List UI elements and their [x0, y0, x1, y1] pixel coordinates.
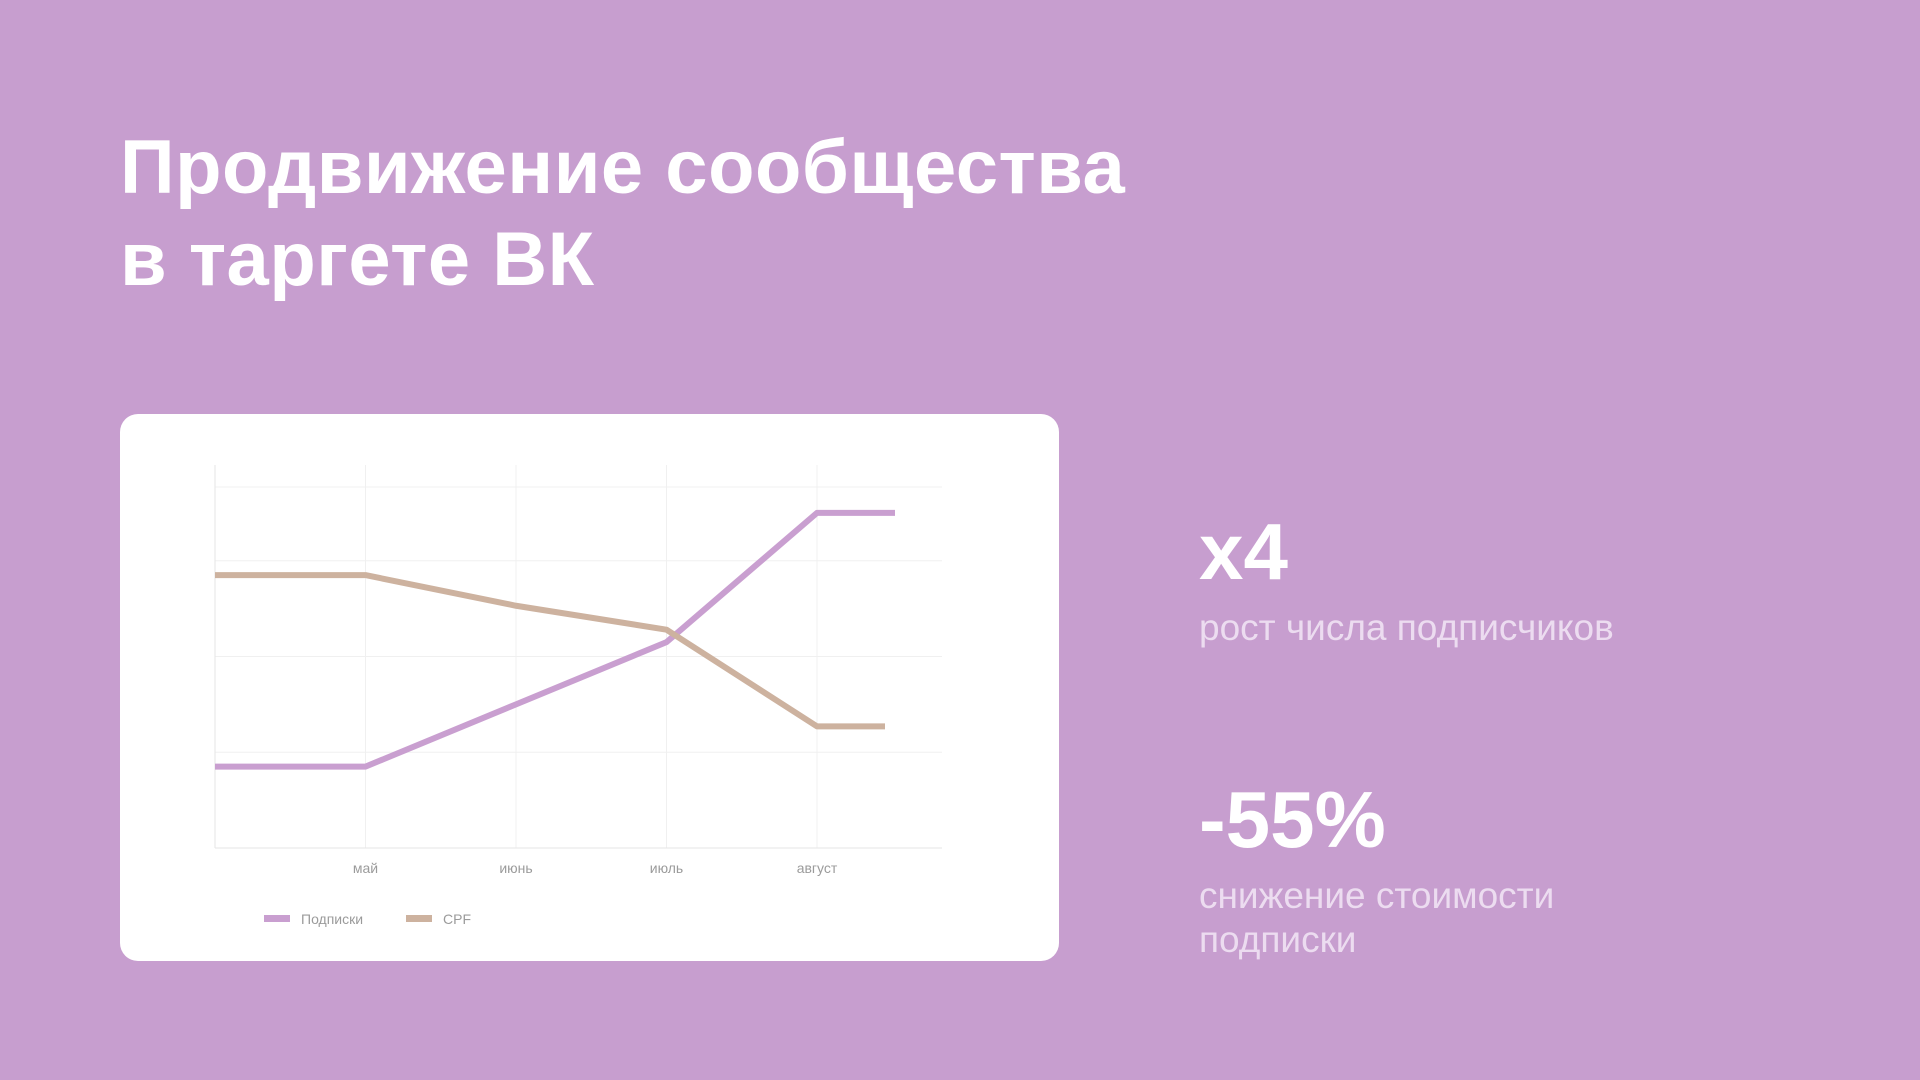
- stat-growth: x4 рост числа подписчиков: [1199, 510, 1619, 650]
- series-line-subscriptions: [215, 509, 895, 770]
- legend-swatch: [264, 915, 290, 922]
- legend-swatch: [406, 915, 432, 922]
- slide-title: Продвижение сообщества в таргете ВК: [120, 122, 1125, 306]
- series-line-cpf: [215, 572, 885, 730]
- line-chart: май июнь июль август Подписки CPF: [214, 465, 942, 927]
- stat-cost: -55% снижение стоимости подписки: [1199, 778, 1619, 962]
- stat-growth-value: x4: [1199, 507, 1288, 596]
- x-tick-label: август: [797, 860, 838, 876]
- stat-cost-caption: снижение стоимости подписки: [1199, 875, 1555, 960]
- stat-cost-value: -55%: [1199, 775, 1386, 864]
- legend-label: CPF: [443, 911, 471, 927]
- legend-label: Подписки: [301, 911, 363, 927]
- x-tick-label: июнь: [499, 860, 532, 876]
- stat-growth-caption: рост числа подписчиков: [1199, 607, 1614, 648]
- x-tick-label: май: [353, 860, 378, 876]
- x-tick-label: июль: [650, 860, 683, 876]
- slide-title-line-1: Продвижение сообщества: [120, 125, 1126, 210]
- slide-title-line-2: в таргете ВК: [120, 217, 595, 302]
- chart-card: май июнь июль август Подписки CPF: [120, 414, 1059, 961]
